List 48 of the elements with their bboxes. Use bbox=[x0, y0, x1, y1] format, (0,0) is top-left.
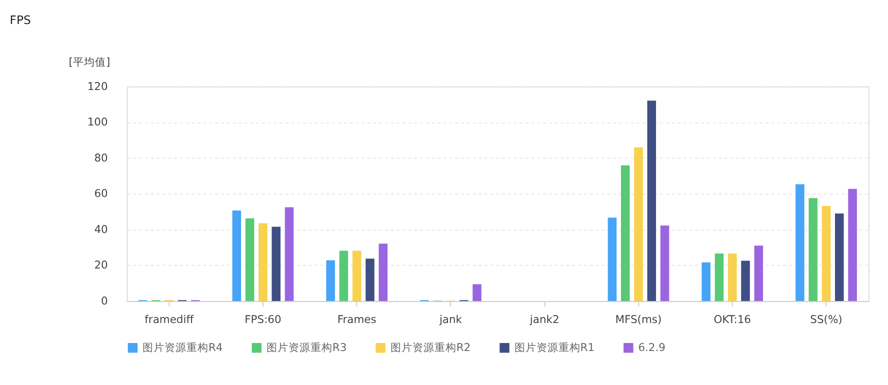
x-tick-label: jank2 bbox=[528, 312, 560, 326]
x-tick-label: framediff bbox=[144, 312, 194, 326]
bar bbox=[660, 226, 670, 302]
y-axis-title: [平均值] bbox=[68, 55, 110, 68]
bar bbox=[258, 223, 268, 302]
bar bbox=[366, 258, 374, 302]
bar bbox=[728, 253, 737, 302]
bar bbox=[620, 165, 630, 302]
x-tick-label: jank bbox=[438, 312, 463, 326]
bar bbox=[472, 284, 482, 302]
x-tick-label: MFS(ms) bbox=[615, 312, 662, 326]
legend-label: 6.2.9 bbox=[638, 340, 666, 354]
bar bbox=[352, 250, 362, 302]
bar bbox=[834, 214, 844, 302]
legend-label: 图片资源重构R4 bbox=[142, 340, 223, 354]
y-tick-label: 0 bbox=[101, 294, 108, 308]
y-tick-label: 80 bbox=[94, 151, 108, 164]
bar bbox=[702, 262, 710, 302]
bar bbox=[741, 260, 750, 302]
bar bbox=[326, 260, 335, 302]
bar bbox=[714, 253, 724, 302]
y-tick-label: 120 bbox=[87, 80, 108, 93]
bar bbox=[796, 184, 804, 302]
legend-label: 图片资源重构R1 bbox=[514, 340, 595, 354]
bar bbox=[848, 188, 857, 302]
text: FPS bbox=[10, 12, 31, 27]
x-tick-label: SS(%) bbox=[810, 312, 842, 326]
bar bbox=[608, 218, 617, 302]
bar bbox=[272, 226, 281, 302]
y-tick-label: 100 bbox=[87, 116, 108, 129]
legend-label: 图片资源重构R2 bbox=[390, 340, 471, 354]
bar bbox=[808, 198, 818, 302]
bar bbox=[822, 206, 831, 302]
legend-label: 图片资源重构R3 bbox=[266, 340, 347, 354]
bar bbox=[647, 100, 656, 302]
bar bbox=[378, 244, 388, 302]
x-tick-label: Frames bbox=[337, 312, 377, 326]
bar bbox=[284, 207, 294, 302]
bar bbox=[339, 250, 348, 302]
bar bbox=[232, 210, 242, 302]
x-tick-label: FPS:60 bbox=[244, 312, 282, 326]
y-tick-label: 40 bbox=[94, 222, 108, 236]
y-tick-label: 60 bbox=[94, 187, 108, 200]
bar bbox=[245, 218, 254, 302]
bar bbox=[634, 147, 643, 302]
x-tick-label: OKT:16 bbox=[714, 312, 752, 326]
bar bbox=[754, 246, 764, 302]
y-tick-label: 20 bbox=[94, 258, 108, 272]
